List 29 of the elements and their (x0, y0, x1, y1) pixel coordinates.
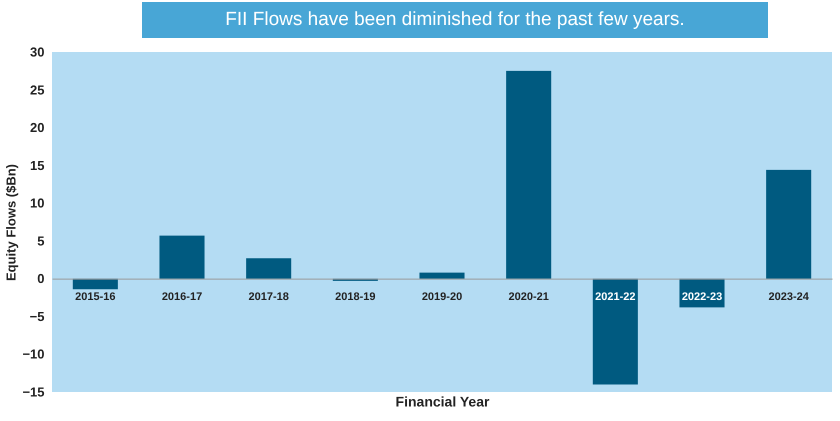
x-tick-label: 2015-16 (75, 291, 116, 304)
bar (159, 236, 205, 279)
y-tick-label: 15 (30, 158, 44, 173)
x-tick-label: 2021-22 (595, 291, 636, 304)
y-tick-label: 25 (30, 82, 44, 98)
bar (766, 170, 812, 279)
x-tick-label: 2016-17 (162, 291, 202, 304)
y-tick-label: 30 (30, 44, 44, 60)
bar (506, 70, 552, 279)
x-tick-label: 2020-21 (508, 291, 549, 304)
bar (419, 272, 465, 279)
chart-title: FII Flows have been diminished for the past few years. (142, 2, 768, 38)
y-tick-label: −5 (30, 308, 44, 324)
bar (246, 258, 292, 279)
y-tick-label: 20 (30, 120, 44, 136)
x-axis-title: Financial Year (396, 394, 490, 410)
x-tick-label: 2023-24 (768, 291, 810, 304)
x-tick-label: 2022-23 (682, 291, 722, 304)
bar (592, 278, 638, 384)
y-tick-label: 0 (37, 271, 44, 286)
y-tick-label: 5 (37, 233, 44, 248)
x-tick-label: 2017-18 (248, 291, 289, 304)
bar (72, 278, 118, 290)
y-tick-label: −15 (22, 384, 44, 400)
y-tick-label: 10 (30, 196, 44, 211)
y-tick-label: −10 (22, 346, 44, 362)
x-tick-label: 2018-19 (335, 291, 376, 304)
y-axis-title: Equity Flows ($Bn) (3, 164, 18, 281)
x-tick-label: 2019-20 (422, 291, 462, 304)
